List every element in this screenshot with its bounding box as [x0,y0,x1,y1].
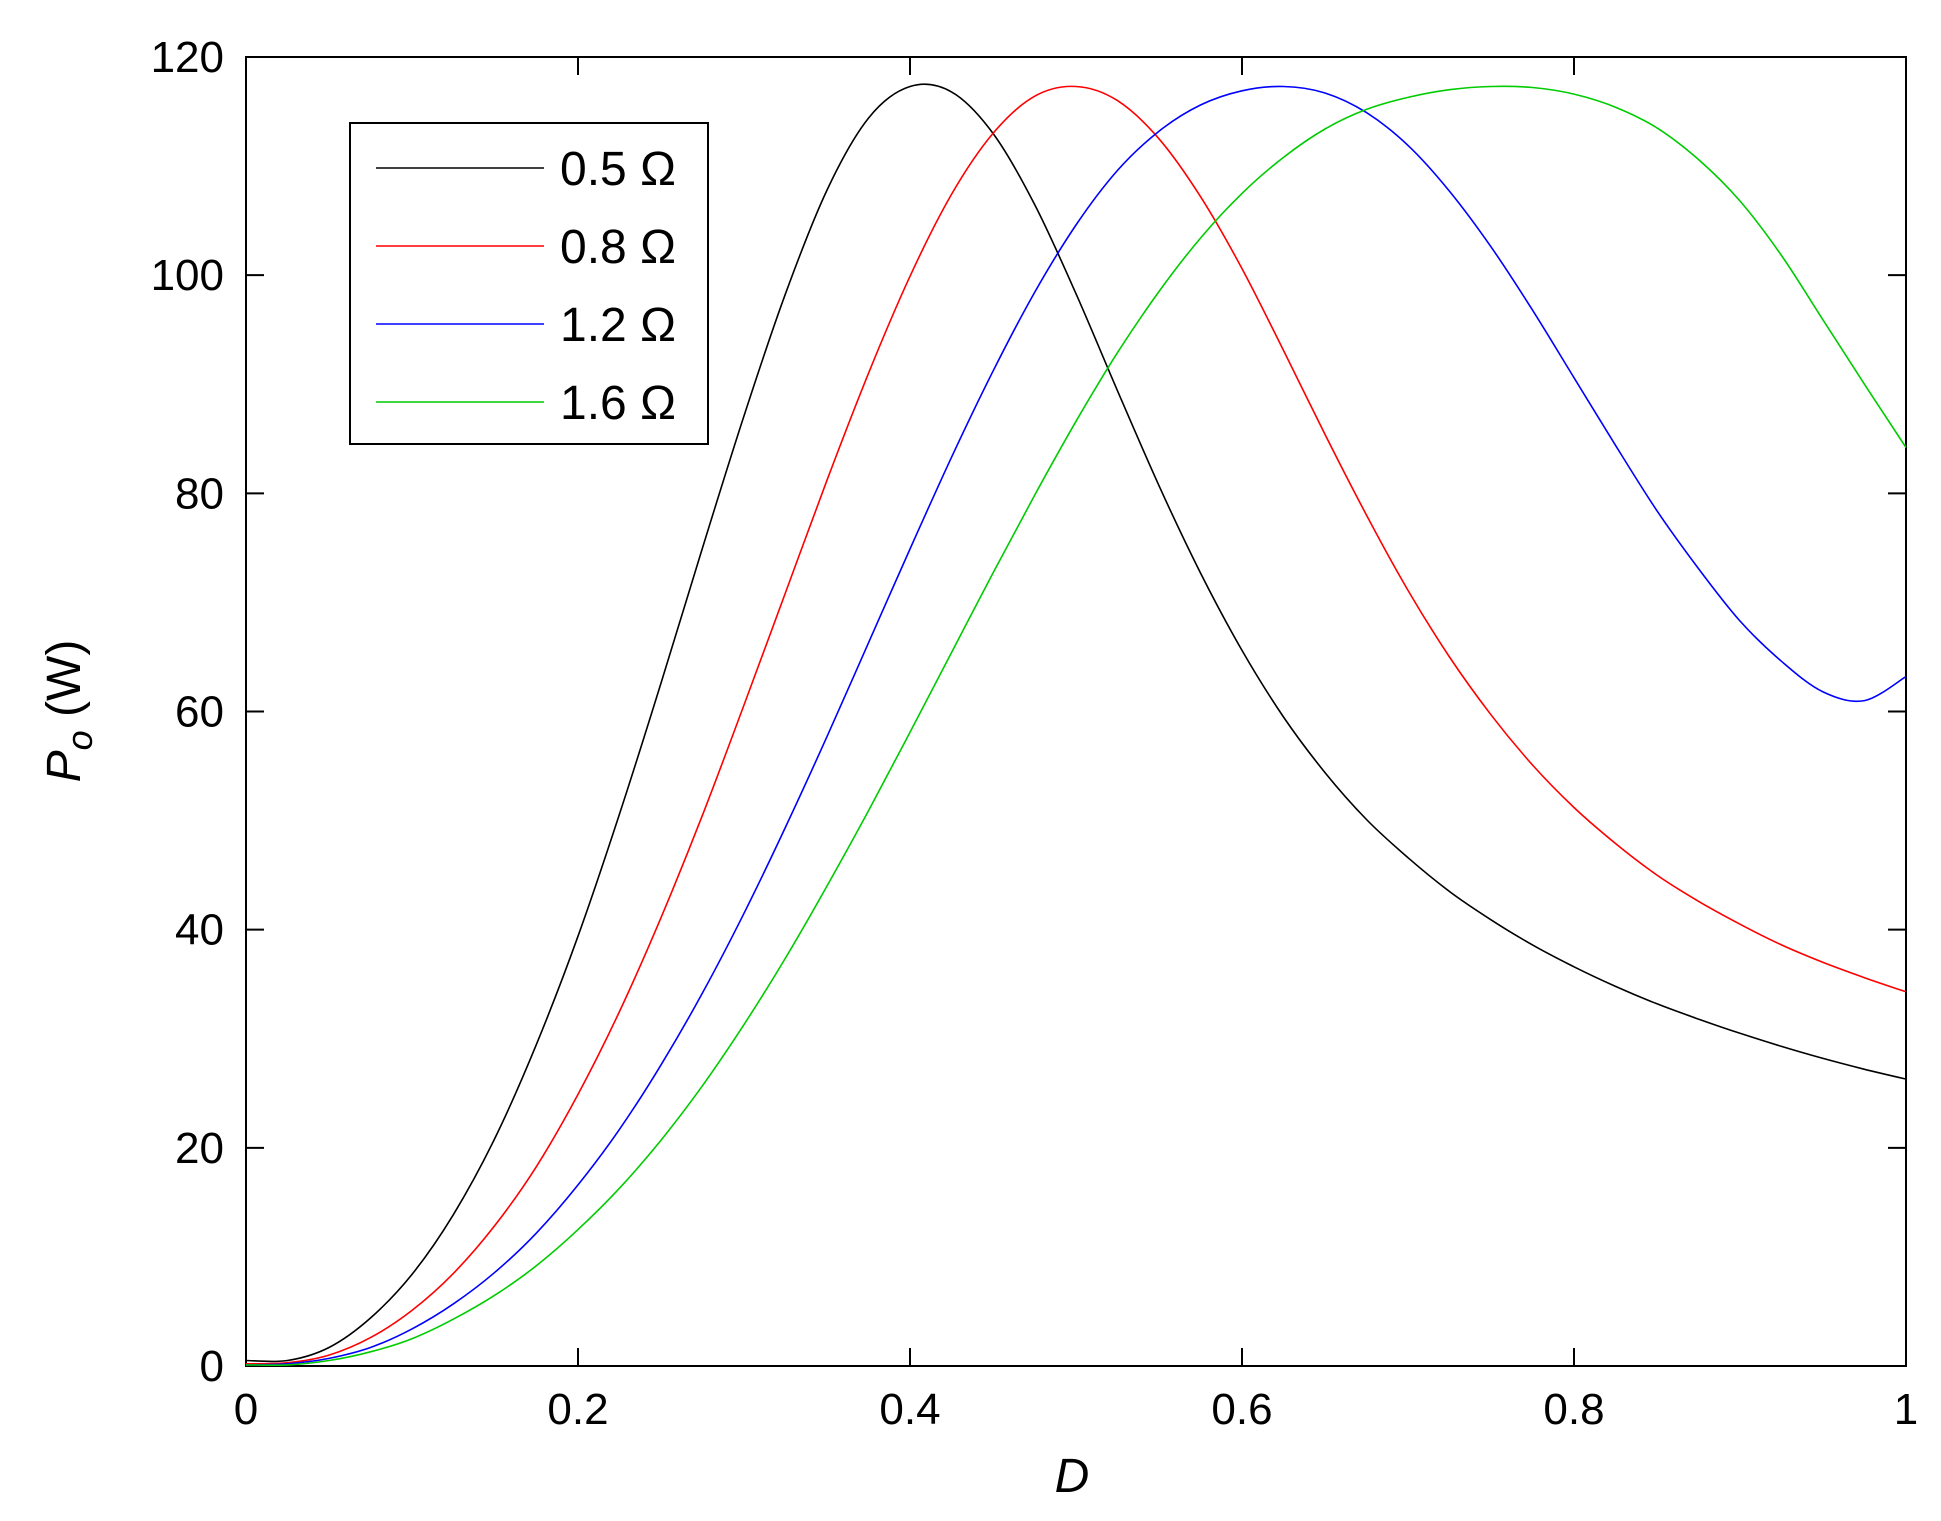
legend-label-1: 0.5 Ω [560,143,676,196]
x-tick-label: 0.6 [1211,1385,1272,1434]
legend-label-3: 1.2 Ω [560,299,676,352]
y-tick-label: 120 [151,33,224,82]
x-tick-label: 1 [1894,1385,1918,1434]
legend-box [349,122,709,445]
x-tick-label: 0.8 [1543,1385,1604,1434]
series-line-4 [245,85,1907,1367]
series-line-2 [245,85,1907,1365]
y-axis-label: Po (W) [38,640,100,783]
series-line-1 [245,83,1907,1363]
legend: 0.5 Ω 0.8 Ω 1.2 Ω 1.6 Ω [349,122,709,445]
series-lines [245,83,1907,1367]
x-tick-label: 0.2 [547,1385,608,1434]
series-line-3 [245,85,1907,1366]
x-tick-label: 0.4 [879,1385,940,1434]
y-tick-label: 80 [175,469,224,518]
y-axis-label-unit: (W) [38,640,91,731]
x-tick-label: 0 [234,1385,258,1434]
legend-label-4: 1.6 Ω [560,377,676,430]
y-tick-label: 0 [200,1342,224,1391]
y-tick-label: 20 [175,1124,224,1173]
y-tick-label: 100 [151,251,224,300]
y-tick-label: 60 [175,688,224,737]
axis-ticks: 0 0.2 0.4 0.6 0.8 1 0 20 40 60 80 100 120 [151,33,1919,1434]
legend-label-2: 0.8 Ω [560,221,676,274]
x-axis-label: D [1055,1450,1090,1503]
y-axis-label-main: P [38,750,91,782]
y-tick-label: 40 [175,906,224,955]
y-axis-label-subscript: o [59,730,100,750]
